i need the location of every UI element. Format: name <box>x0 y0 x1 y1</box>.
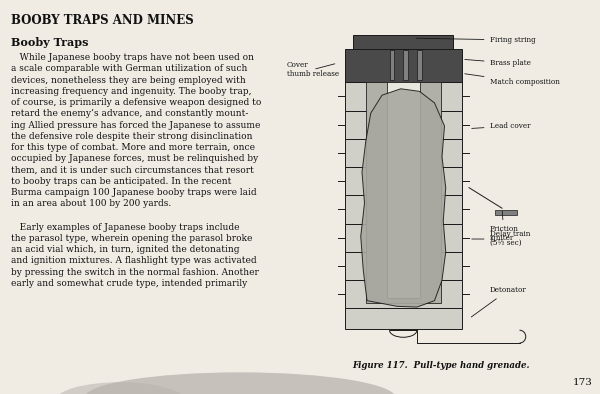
Text: BOOBY TRAPS AND MINES: BOOBY TRAPS AND MINES <box>11 14 194 27</box>
Text: Lead cover: Lead cover <box>472 122 530 130</box>
Bar <box>494 210 517 215</box>
Text: Match composition: Match composition <box>465 74 559 86</box>
Bar <box>353 35 453 49</box>
Bar <box>389 50 394 80</box>
Bar <box>366 82 441 303</box>
Text: Detonator: Detonator <box>471 286 526 317</box>
Bar <box>344 224 462 252</box>
Text: Booby Traps: Booby Traps <box>11 37 88 48</box>
Ellipse shape <box>84 372 396 394</box>
Bar <box>344 309 462 329</box>
Polygon shape <box>361 89 446 307</box>
Text: Cover
thumb release: Cover thumb release <box>287 61 339 78</box>
Text: 173: 173 <box>573 378 593 387</box>
Text: Delay train
(5½ sec): Delay train (5½ sec) <box>472 230 530 247</box>
Ellipse shape <box>54 382 186 394</box>
Bar <box>344 82 462 111</box>
Bar <box>344 167 462 195</box>
Bar <box>344 111 462 139</box>
Bar <box>344 139 462 167</box>
Bar <box>344 252 462 280</box>
Text: While Japanese booby traps have not been used on
a scale comparable with German : While Japanese booby traps have not been… <box>11 53 261 208</box>
Text: Friction
igniter: Friction igniter <box>490 211 518 242</box>
Bar <box>344 280 462 309</box>
Bar <box>387 82 419 298</box>
Bar <box>417 50 421 80</box>
Text: Early examples of Japanese booby traps include
the parasol type, wherein opening: Early examples of Japanese booby traps i… <box>11 223 259 288</box>
Bar <box>344 49 462 82</box>
Text: Figure 117.  Pull-type hand grenade.: Figure 117. Pull-type hand grenade. <box>352 361 530 370</box>
Text: Firing string: Firing string <box>416 36 535 44</box>
Bar <box>403 50 408 80</box>
Text: Brass plate: Brass plate <box>465 59 530 67</box>
Bar <box>344 195 462 224</box>
